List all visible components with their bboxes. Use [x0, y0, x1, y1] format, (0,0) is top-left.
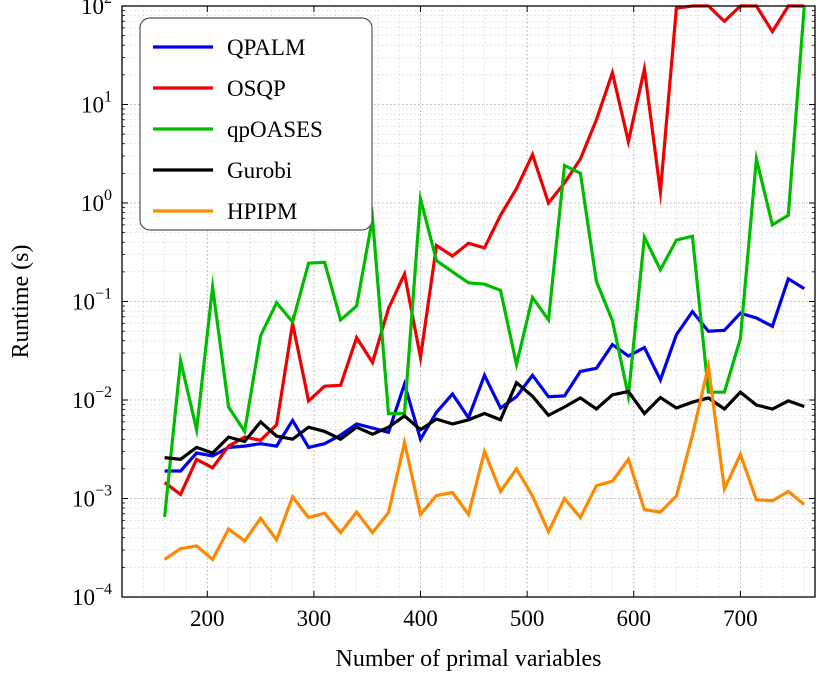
legend-label-qpalm: QPALM [227, 35, 305, 60]
axis-ticks [122, 5, 815, 598]
x-tick-label: 300 [297, 606, 332, 631]
y-tick-label: 10−4 [72, 581, 112, 610]
x-tick-label: 700 [723, 606, 758, 631]
series-line-hpipm [163, 357, 806, 563]
legend: QPALM OSQP qpOASES Gurobi HPIPM [139, 17, 373, 231]
series-line-qpoases [163, 5, 806, 518]
legend-box [139, 17, 373, 231]
x-tick-labels: 200 300 400 500 600 700 [190, 606, 758, 631]
y-tick-label: 10−3 [72, 483, 112, 512]
x-tick-label: 500 [510, 606, 545, 631]
x-tick-label: 200 [190, 606, 225, 631]
series-line-gurobi [164, 380, 805, 461]
legend-label-gurobi: Gurobi [227, 158, 292, 183]
y-tick-label: 10−2 [72, 384, 112, 413]
legend-label-osqp: OSQP [227, 76, 286, 101]
y-tick-label: 100 [81, 187, 112, 216]
y-tick-label: 102 [81, 0, 112, 19]
y-tick-label: 10−1 [72, 286, 112, 315]
y-tick-label: 101 [81, 89, 112, 118]
series-line-qpalm [164, 276, 806, 473]
legend-label-qpoases: qpOASES [227, 117, 323, 142]
y-axis-title: Runtime (s) [8, 245, 34, 359]
legend-label-hpipm: HPIPM [227, 199, 297, 224]
y-tick-labels: 10−4 10−3 10−2 10−1 100 101 102 [72, 0, 112, 610]
x-tick-label: 400 [403, 606, 438, 631]
x-axis-title: Number of primal variables [336, 646, 602, 672]
x-tick-label: 600 [617, 606, 652, 631]
